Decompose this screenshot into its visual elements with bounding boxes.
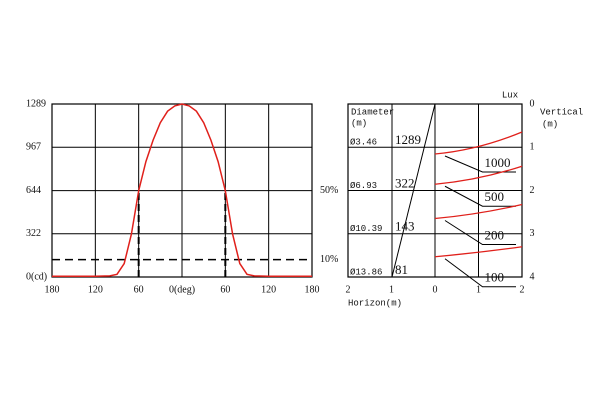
y-tick-label: 644	[26, 185, 41, 196]
x-tick-label: 1	[389, 284, 394, 295]
diameter-title: Diameter	[351, 107, 394, 117]
y-tick-label: 2	[530, 185, 535, 196]
center-lux: 81	[395, 262, 408, 277]
y-axis-title: Vertical	[540, 107, 583, 117]
x-tick-label: 60	[134, 284, 144, 295]
isolux-leader	[444, 220, 516, 245]
beam-edge	[391, 103, 436, 278]
y-tick-label: 4	[530, 271, 535, 282]
isolux-curve	[434, 246, 523, 258]
isolux-leader	[444, 258, 516, 288]
diameter-unit: (m)	[351, 118, 367, 128]
isolux-label: 500	[485, 189, 505, 204]
center-lux: 143	[395, 219, 415, 234]
diameter-label: Ø6.93	[350, 181, 377, 191]
isolux-curve	[434, 203, 523, 220]
x-axis-title: Horizon(m)	[348, 298, 402, 308]
isolux-curve	[434, 165, 523, 185]
reference-label: 10%	[320, 254, 338, 265]
isolux-label: 100	[485, 270, 505, 285]
y-tick-label: 3	[530, 228, 535, 239]
x-tick-label: 2	[346, 284, 351, 295]
x-tick-label: 120	[261, 284, 276, 295]
x-tick-label: 120	[88, 284, 103, 295]
y-tick-label: 967	[26, 142, 41, 153]
x-tick-label: 2	[520, 284, 525, 295]
y-tick-label: 0	[530, 98, 535, 109]
reference-label: 50%	[320, 185, 338, 196]
y-tick-label: 322	[26, 228, 41, 239]
isolux-leader	[444, 185, 516, 207]
diameter-label: Ø13.86	[350, 267, 382, 277]
isolux-label: 200	[485, 227, 505, 242]
x-tick-label: 180	[45, 284, 60, 295]
x-tick-label: 0	[433, 284, 438, 295]
center-lux: 1289	[395, 132, 421, 147]
lux-title: Lux	[502, 90, 518, 100]
x-tick-label: 180	[305, 284, 320, 295]
x-tick-label: 0(deg)	[169, 284, 195, 295]
isolux-curve	[434, 131, 523, 155]
center-lux: 322	[395, 175, 415, 190]
y-tick-label: 1289	[26, 98, 46, 109]
y-axis-unit: (m)	[542, 119, 558, 129]
y-tick-label: 0(cd)	[26, 271, 47, 282]
y-tick-label: 1	[530, 142, 535, 153]
x-tick-label: 1	[476, 284, 481, 295]
x-tick-label: 60	[220, 284, 230, 295]
diameter-label: Ø10.39	[350, 224, 382, 234]
intensity-curve	[52, 103, 312, 278]
diameter-label: Ø3.46	[350, 138, 377, 148]
isolux-label: 1000	[485, 155, 511, 170]
